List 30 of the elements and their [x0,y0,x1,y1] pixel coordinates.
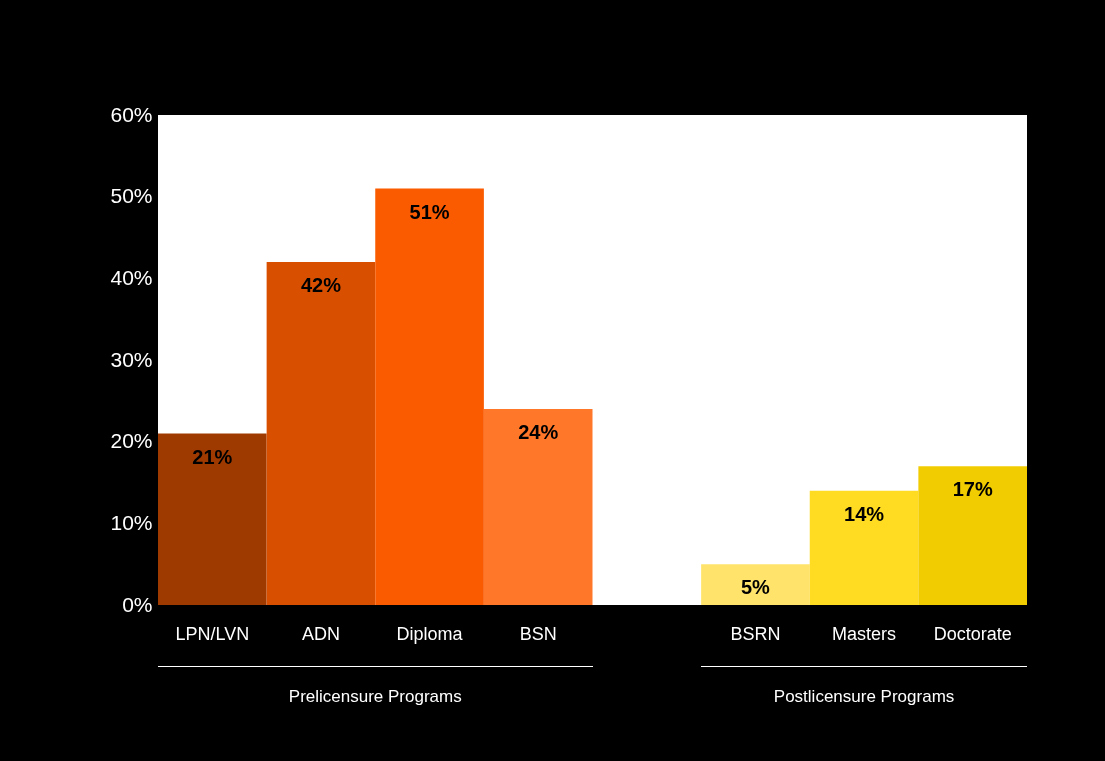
x-tick-label: LPN/LVN [175,623,250,644]
x-tick-label: Doctorate [933,623,1012,644]
bar [483,409,593,605]
bar [809,490,919,605]
y-tick-label: 40% [110,265,153,289]
y-tick-label: 30% [110,347,153,371]
y-tick-label: 60% [110,102,153,126]
data-label: 5% [740,576,771,599]
data-label: 17% [952,478,993,501]
bar [266,262,376,605]
data-label: 21% [192,445,233,468]
y-tick-label: 0% [122,592,153,616]
bar [918,466,1027,605]
x-tick-label: Diploma [396,623,464,644]
y-tick-label: 20% [110,429,153,453]
data-label: 42% [300,274,342,296]
data-label: 14% [844,502,885,525]
x-tick-label: BSRN [730,623,781,644]
text: Prelicensure Programs [287,687,463,707]
y-tick-label: 10% [110,510,153,534]
text: Postlicensure Programs [772,687,956,707]
bar [375,188,484,605]
data-label: 24% [518,421,559,443]
bar [158,433,267,605]
x-tick-label: BSN [519,623,557,644]
bar [701,564,810,605]
y-tick-label: 50% [110,184,153,208]
x-tick-label: ADN [301,623,340,644]
data-label: 51% [409,200,450,223]
x-tick-label: Masters [832,623,897,644]
